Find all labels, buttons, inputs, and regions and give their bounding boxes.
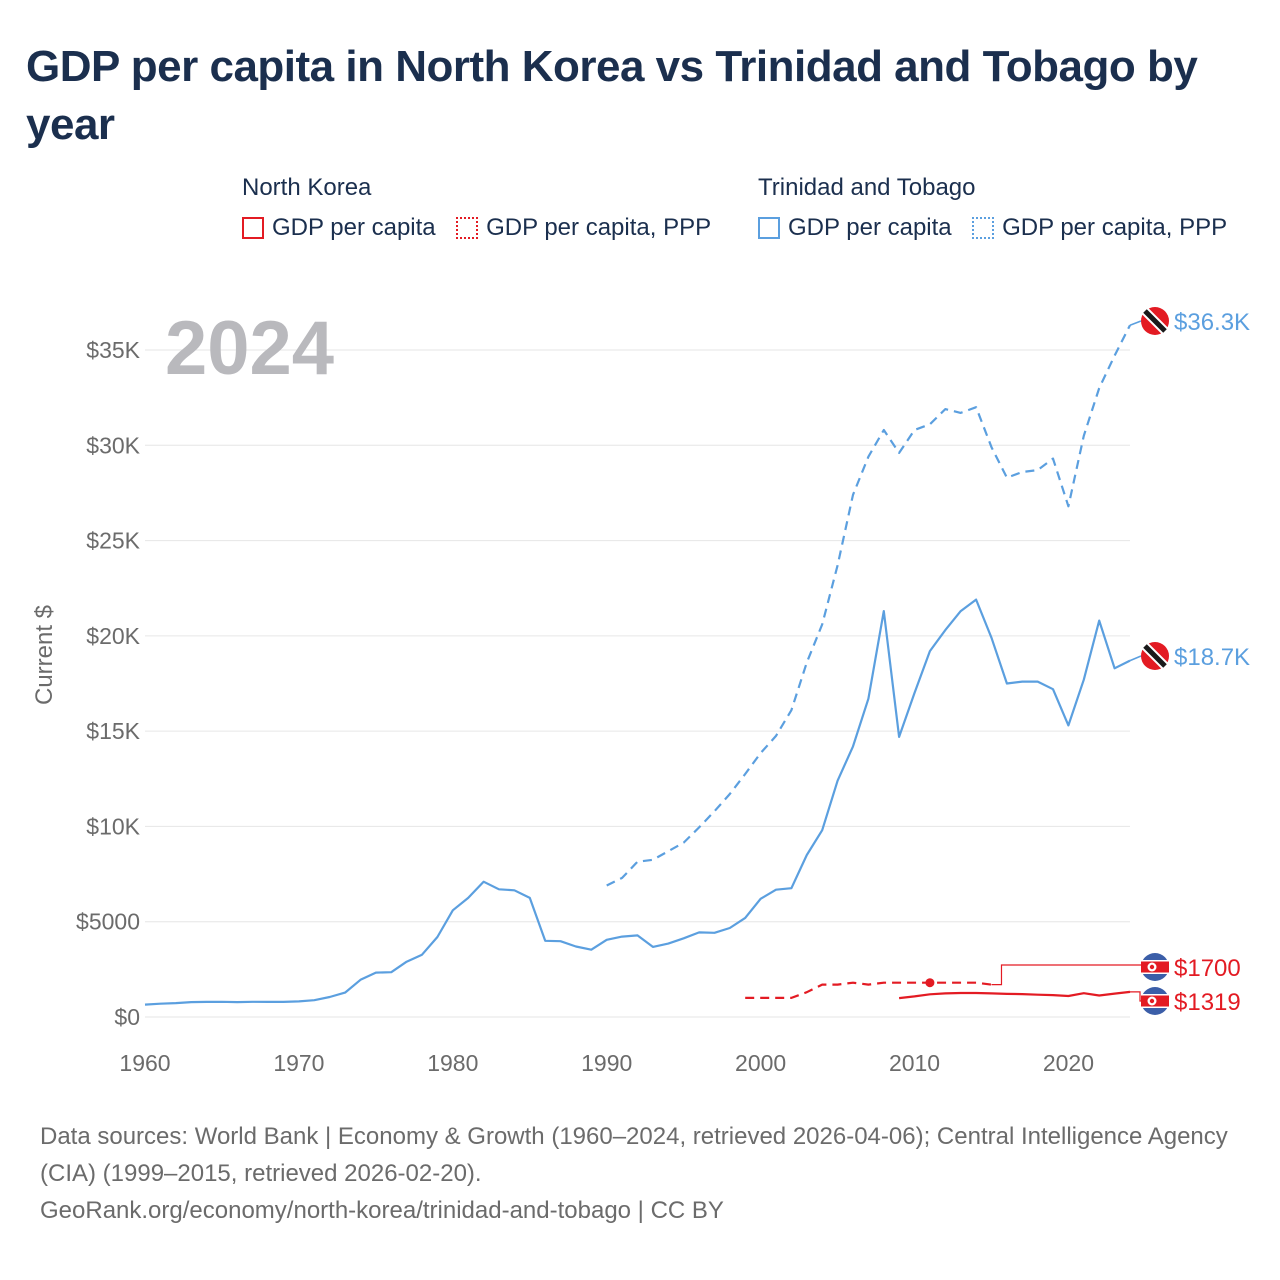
y-tick-label: $20K [86, 623, 140, 649]
series-group [144, 324, 1131, 1006]
legend-swatch-dotted [456, 217, 479, 239]
series-line-2 [898, 990, 1131, 1000]
legend-item-label: GDP per capita [272, 214, 436, 241]
end-value-label: $1319 [1174, 989, 1241, 1016]
legend-group-trinidad: Trinidad and Tobago GDP per capita GDP p… [758, 172, 1227, 241]
y-tick-label: $30K [86, 432, 140, 458]
trinidad-flag-icon [1141, 307, 1169, 335]
legend-group-title: North Korea [242, 174, 372, 201]
x-axis-ticks: 1960 1970 1980 1990 2000 2010 2020 [119, 1050, 1094, 1076]
data-sources: Data sources: World Bank | Economy & Gro… [40, 1118, 1240, 1229]
end-value-label: $18.7K [1174, 644, 1250, 671]
y-tick-label: $25K [86, 528, 140, 554]
legend-item-label: GDP per capita [788, 214, 952, 241]
x-tick-label: 1980 [427, 1050, 478, 1076]
chart-title: GDP per capita in North Korea vs Trinida… [26, 42, 1198, 149]
y-tick-label: $10K [86, 813, 140, 839]
x-tick-label: 2020 [1043, 1050, 1094, 1076]
x-tick-label: 1960 [119, 1050, 170, 1076]
sources-line-1: Data sources: World Bank | Economy & Gro… [40, 1123, 1228, 1187]
series-line-3 [745, 981, 992, 1000]
north-korea-flag-icon [1141, 953, 1169, 981]
legend-swatch-solid [758, 217, 780, 239]
series-line-0 [144, 598, 1131, 1006]
legend-group-title: Trinidad and Tobago [758, 174, 976, 201]
y-tick-label: $0 [114, 1004, 140, 1030]
end-value-label: $36.3K [1174, 309, 1250, 336]
x-tick-label: 2000 [735, 1050, 786, 1076]
gridlines [145, 349, 1130, 1018]
callout-connector [1130, 991, 1141, 1002]
legend-item-nk-gdp[interactable]: GDP per capita [242, 214, 436, 242]
end-value-label: $1700 [1174, 955, 1241, 982]
series-line-1 [606, 324, 1131, 887]
y-tick-label: $15K [86, 718, 140, 744]
callout-connector [1129, 320, 1142, 326]
y-axis-ticks: $0 $5000 $10K $15K $20K $25K $30K $35K [76, 337, 141, 1030]
year-watermark: 2024 [165, 306, 334, 391]
series-marker [925, 978, 935, 988]
north-korea-flag-icon [1141, 987, 1169, 1015]
legend-item-tt-gdp-ppp[interactable]: GDP per capita, PPP [972, 214, 1227, 242]
callout-connector [1129, 655, 1142, 662]
y-tick-label: $35K [86, 337, 140, 363]
x-tick-label: 2010 [889, 1050, 940, 1076]
y-tick-label: $5000 [76, 909, 140, 935]
y-axis-label: Current $ [31, 605, 58, 705]
legend-group-north-korea: North Korea GDP per capita GDP per capit… [242, 172, 711, 241]
sources-url[interactable]: GeoRank.org/economy/north-korea/trinidad… [40, 1197, 724, 1224]
legend-item-tt-gdp[interactable]: GDP per capita [758, 214, 952, 242]
legend-swatch-solid [242, 217, 264, 239]
trinidad-flag-icon [1141, 642, 1169, 670]
legend-item-label: GDP per capita, PPP [486, 214, 712, 241]
x-tick-label: 1990 [581, 1050, 632, 1076]
end-callouts: $18.7K $36.3K $1319 $1700 [991, 307, 1250, 1016]
legend-swatch-dotted [972, 217, 995, 239]
callout-connector [991, 964, 1141, 986]
legend-item-nk-gdp-ppp[interactable]: GDP per capita, PPP [456, 214, 711, 242]
legend-item-label: GDP per capita, PPP [1002, 214, 1228, 241]
x-tick-label: 1970 [273, 1050, 324, 1076]
